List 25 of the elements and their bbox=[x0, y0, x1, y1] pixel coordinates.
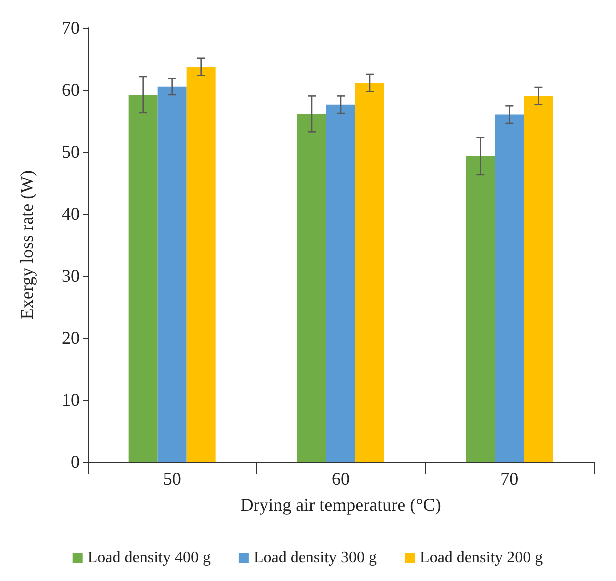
bar bbox=[128, 94, 158, 462]
y-tick-label: 30 bbox=[62, 266, 80, 286]
legend-label: Load density 300 g bbox=[254, 550, 378, 566]
bar bbox=[158, 86, 187, 462]
y-tick-label: 20 bbox=[62, 328, 80, 348]
x-axis-title: Drying air temperature (°C) bbox=[240, 495, 442, 515]
y-axis-title: Exergy loss rate (W) bbox=[17, 170, 37, 320]
y-tick-label: 10 bbox=[62, 390, 80, 410]
x-tick-label: 60 bbox=[332, 469, 350, 489]
bar bbox=[466, 156, 496, 462]
bar bbox=[186, 67, 216, 462]
x-tick-label: 70 bbox=[500, 469, 519, 489]
y-tick-label: 50 bbox=[62, 142, 80, 162]
y-tick-label: 60 bbox=[62, 80, 80, 100]
legend-label: Load density 400 g bbox=[88, 550, 211, 566]
bar bbox=[326, 104, 356, 462]
bar bbox=[298, 114, 326, 462]
y-tick-label: 0 bbox=[71, 452, 80, 472]
bar bbox=[356, 83, 384, 462]
legend-label: Load density 200 g bbox=[420, 550, 544, 566]
bar bbox=[495, 114, 524, 462]
bar bbox=[524, 96, 554, 462]
y-tick-label: 70 bbox=[62, 18, 80, 38]
x-tick-label: 50 bbox=[163, 469, 182, 489]
y-tick-label: 40 bbox=[62, 204, 80, 224]
